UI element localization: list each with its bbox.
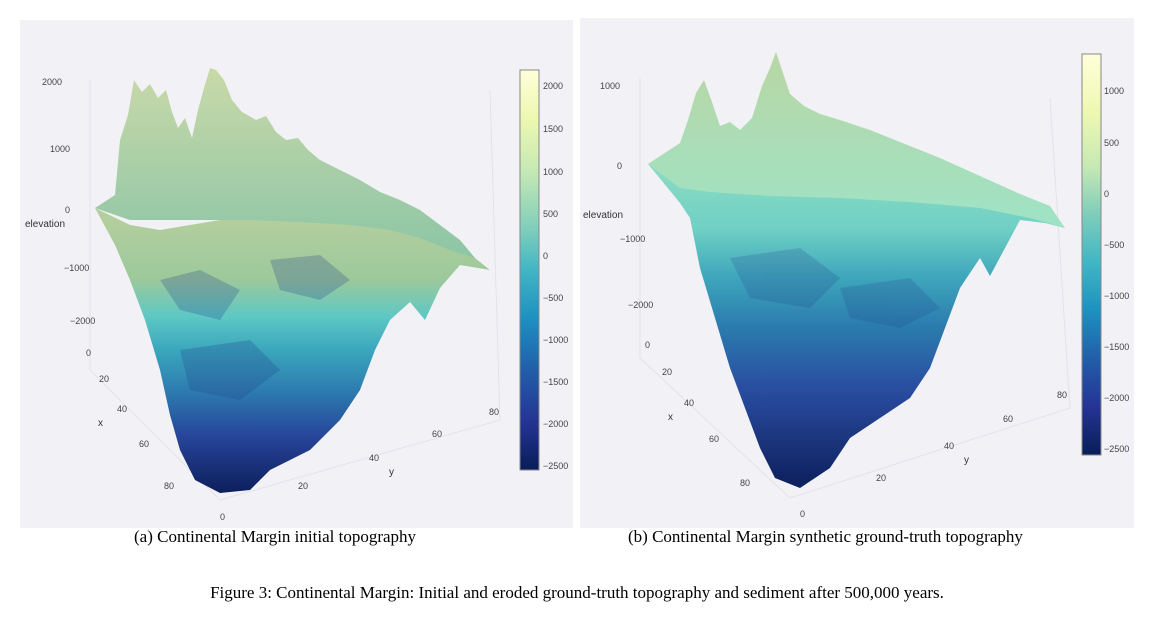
colorbar-tick: −1500 [1104, 342, 1130, 352]
plot-panel-b: 1000 0 −1000 −2000 elevation 0 20 40 60 … [580, 18, 1134, 528]
surface-lower-b [648, 164, 1065, 488]
x-tick: 0 [645, 340, 651, 350]
x-tick: 80 [740, 478, 751, 488]
subfigure-caption-b: (b) Continental Margin synthetic ground-… [628, 527, 1023, 546]
x-tick: 20 [662, 367, 673, 377]
colorbar-tick: 0 [1104, 189, 1110, 199]
colorbar-b [1081, 53, 1102, 456]
z-tick: −2000 [628, 300, 654, 310]
colorbar-tick: −2000 [543, 419, 569, 429]
x-axis-label: x [668, 412, 673, 423]
z-tick: 0 [65, 205, 71, 215]
y-tick: 80 [489, 407, 500, 417]
y-tick: 40 [369, 453, 380, 463]
colorbar-tick: −500 [543, 293, 564, 303]
x-tick: 80 [164, 481, 175, 491]
surface-plot-b [639, 52, 1102, 499]
colorbar-tick: −500 [1104, 240, 1125, 250]
colorbar-a [519, 69, 540, 471]
surface-lower-a [95, 208, 490, 493]
z-tick: 1000 [50, 144, 71, 154]
z-tick: 1000 [600, 81, 621, 91]
y-axis-label: y [389, 467, 394, 478]
y-tick: 0 [220, 512, 226, 522]
colorbar-tick: −2000 [1104, 393, 1130, 403]
x-tick: 60 [139, 439, 150, 449]
y-tick: 60 [432, 429, 443, 439]
surface-upper-b [648, 52, 1065, 228]
surface-shading-b [730, 248, 940, 328]
y-tick: 20 [876, 473, 887, 483]
colorbar-tick: 2000 [543, 81, 564, 91]
x-tick: 0 [86, 348, 92, 358]
z-tick: 2000 [42, 77, 63, 87]
grid-lines [639, 78, 1071, 499]
y-axis-label: y [964, 455, 969, 466]
colorbar-tick: 500 [1104, 138, 1120, 148]
colorbar-tick: 1000 [1104, 86, 1125, 96]
z-tick: 0 [617, 161, 623, 171]
colorbar-tick: 1500 [543, 124, 564, 134]
y-tick: 60 [1003, 414, 1014, 424]
z-axis-label: elevation [583, 210, 624, 221]
x-tick: 20 [99, 374, 110, 384]
y-tick: 20 [298, 481, 309, 491]
x-tick: 60 [709, 434, 720, 444]
y-tick: 0 [800, 509, 806, 519]
surface-shading-a [160, 255, 350, 400]
colorbar-tick: −2500 [543, 461, 569, 471]
z-tick: −1000 [64, 263, 90, 273]
colorbar-tick: −1500 [543, 377, 569, 387]
colorbar-tick: 500 [543, 209, 559, 219]
figure-caption: Figure 3: Continental Margin: Initial an… [210, 583, 944, 602]
colorbar-tick: 0 [543, 251, 549, 261]
x-tick: 40 [684, 398, 695, 408]
colorbar-tick: −1000 [1104, 291, 1130, 301]
plot-panel-a: 2000 1000 0 −1000 −2000 elevation 0 20 4… [20, 20, 573, 528]
subfigure-caption-a: (a) Continental Margin initial topograph… [134, 527, 417, 546]
x-tick: 40 [117, 404, 128, 414]
y-tick: 80 [1057, 390, 1068, 400]
colorbar-tick: 1000 [543, 167, 564, 177]
z-tick: −1000 [620, 234, 646, 244]
colorbar-tick: −1000 [543, 335, 569, 345]
z-tick: −2000 [70, 316, 96, 326]
surface-upper-a [95, 68, 475, 258]
z-axis-label: elevation [25, 219, 66, 230]
y-tick: 40 [944, 441, 955, 451]
surface-plot-a [89, 68, 540, 501]
x-axis-label: x [98, 418, 103, 429]
colorbar-tick: −2500 [1104, 444, 1130, 454]
